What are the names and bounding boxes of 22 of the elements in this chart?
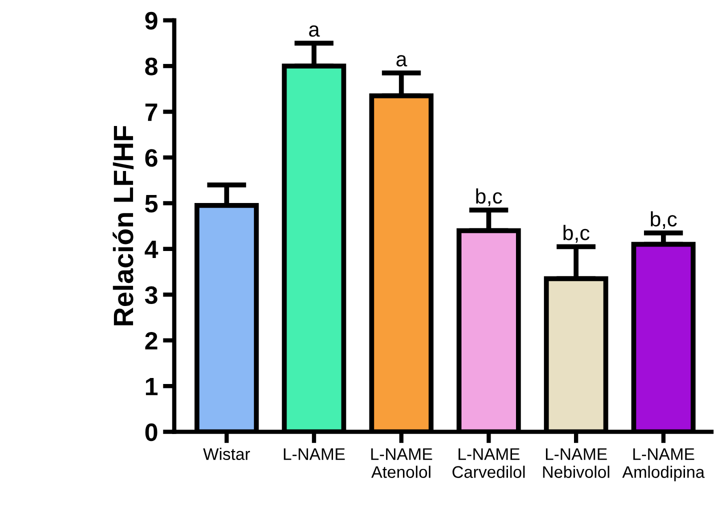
annotation: a bbox=[396, 55, 408, 66]
y-tick-label: 1 bbox=[146, 378, 158, 396]
annotation: a bbox=[309, 25, 320, 37]
y-tick-label: 0 bbox=[145, 423, 158, 442]
y-tick-label: 6 bbox=[145, 149, 158, 167]
x-tick-label: L-NAME Nebivolol bbox=[543, 448, 610, 478]
annotation: b,c bbox=[564, 224, 590, 243]
y-tick-label: 5 bbox=[145, 195, 158, 213]
y-axis-title: Relación LF/HF bbox=[112, 126, 134, 326]
x-tick-label: L-NAME Carvedilol bbox=[452, 448, 525, 478]
y-tick-label: 9 bbox=[145, 12, 158, 30]
annotation: b,c bbox=[650, 211, 677, 229]
annotation: b,c bbox=[476, 188, 502, 206]
x-tick-label: L-NAME Amlodipina bbox=[622, 448, 705, 482]
y-tick-label: 7 bbox=[145, 104, 158, 121]
x-tick-label: Wistar bbox=[203, 448, 250, 460]
x-tick-label: L-NAME bbox=[284, 448, 345, 460]
y-tick-label: 8 bbox=[145, 58, 158, 76]
y-tick-label: 2 bbox=[145, 332, 158, 350]
x-tick-label: L-NAME Atenolol bbox=[371, 448, 432, 478]
y-tick-label: 3 bbox=[144, 286, 158, 304]
y-tick-label: 4 bbox=[144, 240, 158, 258]
